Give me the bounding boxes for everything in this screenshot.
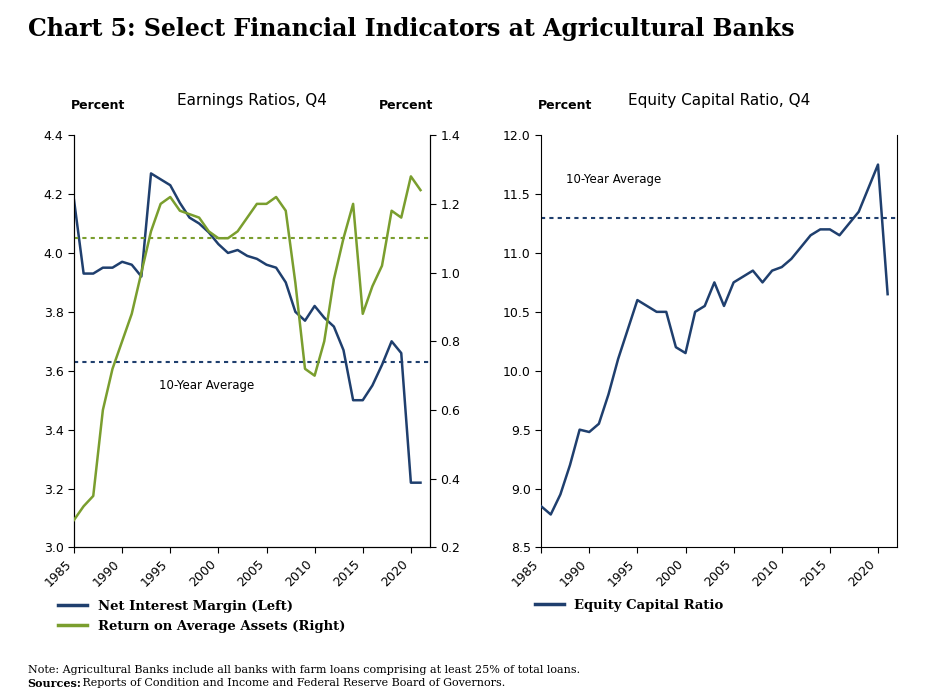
Title: Earnings Ratios, Q4: Earnings Ratios, Q4 (177, 93, 327, 107)
Text: Note: Agricultural Banks include all banks with farm loans comprising at least 2: Note: Agricultural Banks include all ban… (28, 665, 580, 675)
Title: Equity Capital Ratio, Q4: Equity Capital Ratio, Q4 (628, 93, 810, 107)
Text: Percent: Percent (70, 100, 125, 112)
Text: Chart 5: Select Financial Indicators at Agricultural Banks: Chart 5: Select Financial Indicators at … (28, 17, 795, 42)
Text: Reports of Condition and Income and Federal Reserve Board of Governors.: Reports of Condition and Income and Fede… (79, 678, 505, 687)
Text: Percent: Percent (379, 100, 434, 112)
Text: Percent: Percent (537, 100, 592, 112)
Text: 10-Year Average: 10-Year Average (159, 378, 254, 392)
Text: Sources:: Sources: (28, 678, 81, 689)
Legend: Equity Capital Ratio: Equity Capital Ratio (529, 593, 729, 617)
Text: 10-Year Average: 10-Year Average (566, 173, 661, 186)
Legend: Net Interest Margin (Left), Return on Average Assets (Right): Net Interest Margin (Left), Return on Av… (53, 595, 351, 638)
